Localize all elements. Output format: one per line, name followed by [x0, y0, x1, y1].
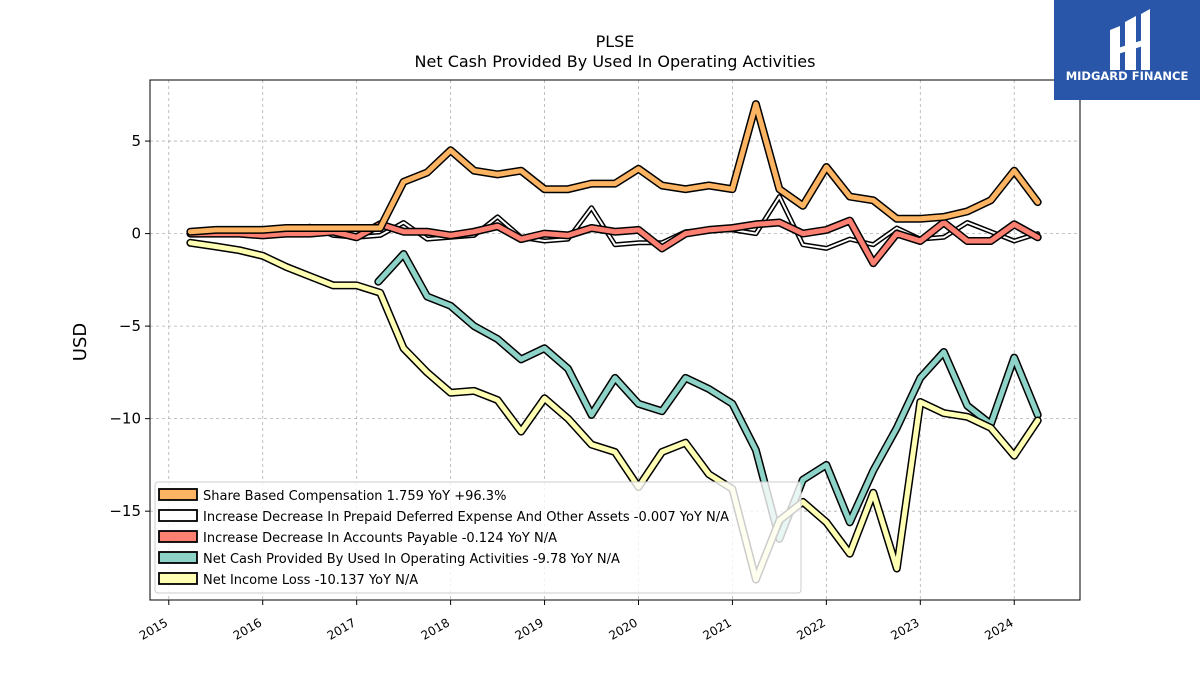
x-tick-label: 2022 — [794, 615, 827, 642]
x-tick-label: 2017 — [325, 615, 358, 642]
legend-label: Increase Decrease In Accounts Payable -0… — [203, 531, 557, 546]
legend-item: Increase Decrease In Accounts Payable -0… — [158, 530, 557, 546]
x-tick-label: 2016 — [231, 615, 264, 642]
series-outline — [186, 100, 1042, 236]
series-line — [375, 251, 1041, 542]
legend-label: Net Income Loss -10.137 YoY N/A — [203, 573, 418, 588]
legend-item: Net Income Loss -10.137 YoY N/A — [158, 572, 418, 588]
y-tick-label: −15 — [109, 502, 141, 520]
series-layer — [186, 100, 1042, 584]
logo-text: MIDGARD FINANCE — [1066, 69, 1189, 83]
chart-subtitle: Net Cash Provided By Used In Operating A… — [415, 52, 816, 71]
y-axis-ticks: 5 0 −5 −10 −15 — [109, 132, 150, 520]
legend-item: Net Cash Provided By Used In Operating A… — [158, 551, 620, 567]
legend: Share Based Compensation 1.759 YoY +96.3… — [154, 481, 802, 594]
x-tick-label: 2021 — [700, 615, 733, 642]
logo-mark-icon — [1110, 9, 1150, 70]
series-share-based-compensation — [186, 100, 1042, 236]
legend-item: Share Based Compensation 1.759 YoY +96.3… — [158, 488, 506, 504]
series-line — [187, 240, 1041, 583]
x-tick-label: 2024 — [982, 615, 1015, 642]
legend-box — [154, 481, 802, 594]
plot-area-frame — [149, 79, 1081, 601]
y-tick-label: 0 — [131, 225, 141, 243]
x-tick-label: 2019 — [513, 615, 546, 642]
legend-swatch — [158, 509, 198, 522]
chart-title: PLSE — [596, 32, 635, 51]
legend-label: Share Based Compensation 1.759 YoY +96.3… — [203, 489, 506, 504]
x-axis-ticks: 2015 2016 2017 2018 2019 2020 2021 2022 2023 2024 — [137, 600, 1016, 643]
legend-label: Increase Decrease In Prepaid Deferred Ex… — [203, 510, 729, 525]
legend-item: Increase Decrease In Prepaid Deferred Ex… — [158, 509, 729, 525]
y-tick-label: −5 — [119, 317, 141, 335]
series-net-cash-provided-by-used-in-operating-activities — [374, 250, 1042, 543]
x-tick-label: 2023 — [888, 615, 921, 642]
y-tick-label: −10 — [109, 410, 141, 428]
x-tick-label: 2015 — [137, 615, 170, 642]
x-tick-label: 2020 — [607, 615, 640, 642]
midgard-logo: MIDGARD FINANCE — [1054, 0, 1200, 100]
legend-swatch — [158, 551, 198, 564]
y-tick-label: 5 — [131, 132, 141, 150]
legend-swatch — [158, 572, 198, 585]
legend-label: Net Cash Provided By Used In Operating A… — [203, 552, 620, 567]
legend-swatch — [158, 530, 198, 543]
legend-swatch — [158, 488, 198, 501]
y-axis-label: USD — [70, 323, 91, 361]
series-line — [187, 101, 1041, 235]
series-net-income-loss — [186, 238, 1042, 584]
x-tick-label: 2018 — [419, 615, 452, 642]
